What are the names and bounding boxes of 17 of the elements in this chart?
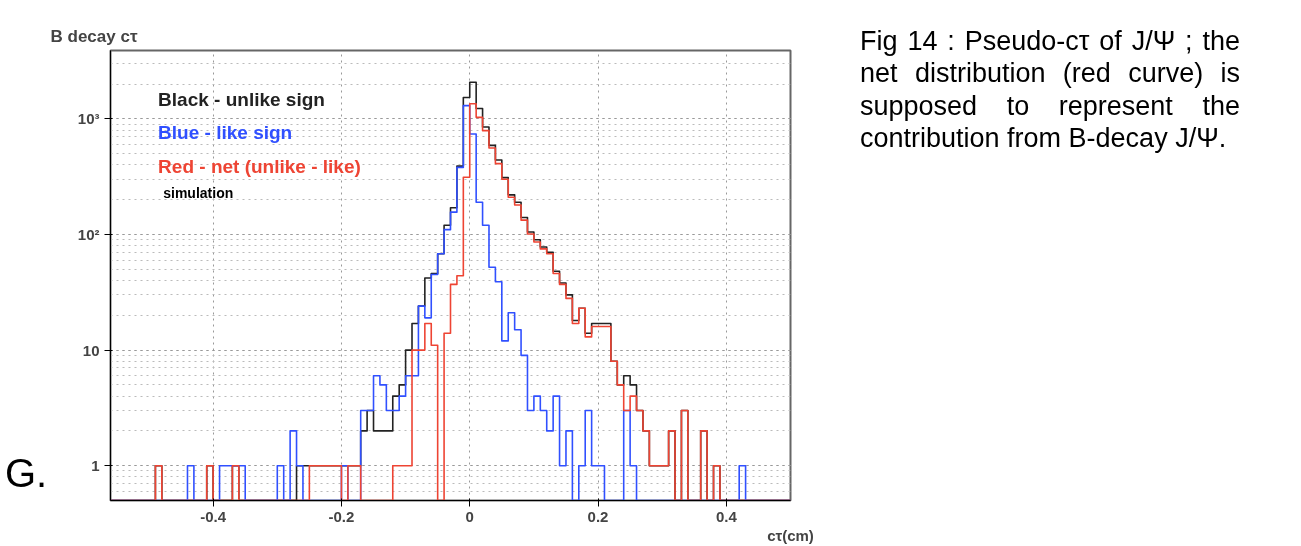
y-tick-label: 10² [77, 225, 100, 243]
x-tick-label: -0.2 [328, 507, 355, 525]
text: Blue - like sign [158, 122, 293, 144]
y-tick-label: 10³ [77, 110, 100, 128]
text: Black - unlike sign [158, 88, 325, 110]
caption: Fig 14 : Pseudo-cτ of J/Ψ ; the net distribution (red curve) is supposed to represent the contribution from B-decay J/Ψ. [860, 25, 1240, 155]
annotation: simulation [163, 184, 234, 201]
chart-title: B decay cτ [50, 26, 138, 46]
x-tick-label: 0.4 [715, 507, 738, 525]
text: G. [5, 450, 48, 497]
x-axis-title: cτ(cm) [767, 526, 814, 544]
text: Red - net (unlike - like) [158, 155, 361, 177]
x-tick-label: 0 [465, 507, 474, 525]
x-tick-label: -0.4 [200, 507, 227, 525]
y-tick-label: 10 [82, 341, 100, 359]
y-tick-label: 1 [91, 457, 100, 475]
x-tick-label: 0.2 [587, 507, 609, 525]
